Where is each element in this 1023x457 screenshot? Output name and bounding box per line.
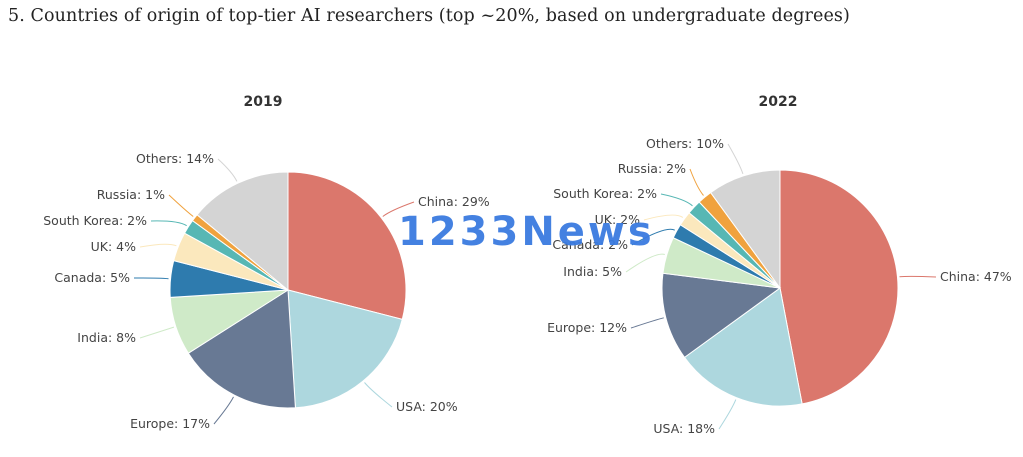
slice-label-europe: Europe: 17% — [130, 416, 210, 431]
slice-label-south-korea: South Korea: 2% — [43, 213, 147, 228]
leader-line-china — [382, 201, 415, 217]
chart-title: 2022 — [759, 94, 798, 110]
leader-line-usa — [364, 382, 393, 408]
leader-line-india — [625, 253, 665, 273]
leader-line-uk — [643, 214, 684, 221]
pie-slice-china — [779, 169, 899, 405]
pie-slice-china — [287, 171, 407, 320]
slice-label-others: Others: 10% — [646, 136, 724, 151]
chart-title: 2019 — [244, 94, 283, 110]
pie-slice-europe — [661, 272, 782, 359]
leader-line-canada — [133, 277, 169, 280]
slice-label-india: India: 5% — [563, 264, 622, 279]
leader-line-russia — [689, 168, 704, 196]
leader-line-others — [217, 158, 238, 182]
slice-label-canada: Canada: 2% — [552, 237, 628, 252]
leader-line-china — [899, 275, 937, 278]
pie-slice-usa — [287, 289, 403, 409]
leader-line-south-korea — [660, 193, 693, 207]
page-title: 5. Countries of origin of top-tier AI re… — [8, 6, 850, 26]
slice-label-europe: Europe: 12% — [547, 320, 627, 335]
pie-slice-others — [709, 169, 781, 290]
slice-label-russia: Russia: 1% — [97, 187, 165, 202]
slice-label-russia: Russia: 2% — [618, 161, 686, 176]
slice-labels: China: 47% USA: 18% Europe: 12% India: 5% Ca… — [547, 136, 1012, 436]
slice-labels: China: 29% USA: 20% Europe: 17% India: 8% Ca… — [43, 151, 490, 431]
slice-label-canada: Canada: 5% — [54, 270, 130, 285]
slice-label-usa: USA: 20% — [396, 399, 458, 414]
leader-line-usa — [718, 399, 737, 430]
slice-label-uk: UK: 2% — [595, 212, 640, 227]
leader-line-uk — [139, 243, 177, 248]
slice-label-china: China: 29% — [418, 194, 490, 209]
leader-line-russia — [168, 194, 194, 217]
pie-slice-usa — [683, 287, 803, 407]
leader-line-europe — [630, 317, 664, 329]
leader-line-india — [139, 326, 175, 339]
leader-line-europe — [213, 396, 234, 425]
pie-slice-others — [196, 171, 289, 292]
watermark: 1233News — [398, 209, 655, 255]
leader-line-south-korea — [150, 220, 187, 227]
slice-label-india: India: 8% — [77, 330, 136, 345]
slices — [661, 169, 899, 407]
slice-label-uk: UK: 4% — [91, 239, 136, 254]
slices — [169, 171, 407, 409]
pie-slice-europe — [187, 289, 296, 409]
leader-line-canada — [631, 228, 676, 246]
slice-label-usa: USA: 18% — [653, 421, 715, 436]
pie-chart-2019: 2019 China: 29% USA: 20% Europe: 17% India: … — [43, 94, 490, 431]
slice-label-south-korea: South Korea: 2% — [553, 186, 657, 201]
slice-label-others: Others: 14% — [136, 151, 214, 166]
pie-chart-2022: 2022 China: 47% USA: 18% Europe: 12% India: … — [547, 94, 1012, 436]
slice-label-china: China: 47% — [940, 269, 1012, 284]
leader-line-others — [727, 143, 744, 175]
